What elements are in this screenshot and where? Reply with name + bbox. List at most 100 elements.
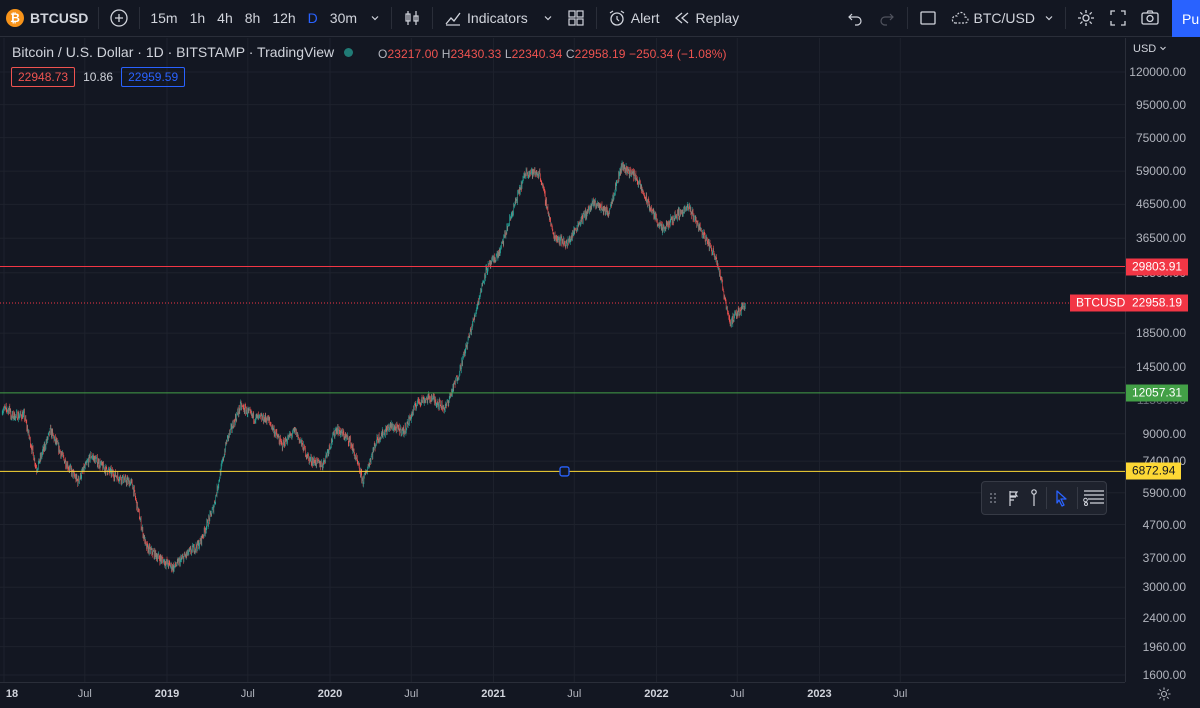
symbol-search-button[interactable]: ₿ BTCUSD xyxy=(0,0,94,37)
price-line-tag-red[interactable]: 29803.91 xyxy=(1126,258,1189,276)
price-axis-label: 75000.00 xyxy=(1135,130,1186,145)
change-value: −250.34 (−1.08%) xyxy=(628,47,727,61)
toolbar-separator xyxy=(391,7,393,29)
high-value: 23430.33 xyxy=(450,47,502,61)
price-axis-label: 120000.00 xyxy=(1129,65,1186,79)
currency-selector[interactable]: USD xyxy=(1133,43,1167,55)
indicators-button[interactable]: Indicators xyxy=(437,0,560,37)
price-axis-label: 1600.00 xyxy=(1142,668,1186,682)
horizontal-lines xyxy=(0,266,1125,477)
time-axis-label: 2023 xyxy=(807,688,832,700)
price-line-tag-green[interactable]: 12057.31 xyxy=(1126,384,1189,402)
settings-button[interactable] xyxy=(1070,0,1102,37)
drag-handle[interactable] xyxy=(982,484,1005,512)
toolbar-separator xyxy=(1065,7,1066,29)
time-axis-label: Jul xyxy=(567,688,582,700)
fullscreen-icon xyxy=(1110,10,1126,26)
last-price-tag: 22958.19 xyxy=(1126,294,1189,312)
interval-15m[interactable]: 15m xyxy=(150,10,178,26)
layout-name-label: BTC/USD xyxy=(973,10,1035,26)
interval-group: 15m 1h 4h 8h 12h D 30m xyxy=(144,0,387,37)
line-template-button[interactable] xyxy=(1005,484,1028,512)
time-axis-label: 18 xyxy=(5,688,19,700)
square-icon xyxy=(919,11,936,25)
price-chart[interactable] xyxy=(0,38,1125,682)
price-axis-label: 46500.00 xyxy=(1135,197,1186,212)
interval-30m[interactable]: 30m xyxy=(329,10,358,26)
toolbar-separator xyxy=(139,7,141,29)
drawing-toolbar-separator xyxy=(1077,487,1078,509)
buy-price-button[interactable]: 22959.59 xyxy=(121,67,186,87)
bid-ask-row: 22948.73 10.86 22959.59 xyxy=(11,67,186,87)
compare-symbol-button[interactable] xyxy=(103,0,135,37)
publish-button[interactable]: Pu xyxy=(1172,0,1200,37)
line-settings-button[interactable] xyxy=(1082,484,1106,512)
chevron-down-icon xyxy=(1045,16,1053,21)
chart-legend: Bitcoin / U.S. Dollar · 1D · BITSTAMP · … xyxy=(12,44,354,60)
candles-icon xyxy=(405,11,419,25)
spread-value: 10.86 xyxy=(83,70,114,84)
replay-button[interactable]: Replay xyxy=(666,0,746,37)
interval-8h[interactable]: 8h xyxy=(244,10,261,26)
redo-icon xyxy=(879,13,894,26)
indicators-label: Indicators xyxy=(467,10,528,26)
time-axis-label: Jul xyxy=(730,688,745,700)
interval-1h[interactable]: 1h xyxy=(189,10,206,26)
toolbar-separator xyxy=(906,7,908,29)
cursor-tool-button[interactable] xyxy=(1050,484,1073,512)
interval-12h[interactable]: 12h xyxy=(272,10,296,26)
price-axis-label: 1960.00 xyxy=(1142,639,1186,654)
time-axis-label: 2022 xyxy=(644,688,669,700)
currency-label: USD xyxy=(1133,43,1157,55)
chart-type-button[interactable] xyxy=(396,0,428,37)
line-anchor-handle xyxy=(559,466,570,477)
cloud-icon xyxy=(951,11,969,24)
interval-d[interactable]: D xyxy=(307,10,318,26)
open-value: 23217.00 xyxy=(387,47,439,61)
last-price-symbol-tag: BTCUSD xyxy=(1070,294,1132,312)
interval-4h[interactable]: 4h xyxy=(217,10,233,26)
price-axis-label: 5900.00 xyxy=(1142,485,1186,500)
toolbar-separator xyxy=(98,7,100,29)
price-line-tag-yellow[interactable]: 6872.94 xyxy=(1126,462,1182,480)
line-tool-button[interactable] xyxy=(1027,484,1042,512)
symbol-title: Bitcoin / U.S. Dollar · 1D · BITSTAMP · … xyxy=(12,44,335,60)
replay-label: Replay xyxy=(695,10,740,26)
line-settings-icon xyxy=(1083,490,1104,506)
grid-icon xyxy=(568,10,584,26)
chevron-down-icon[interactable] xyxy=(369,12,381,24)
bitcoin-logo-icon: ₿ xyxy=(6,9,24,27)
toolbar-separator xyxy=(595,7,597,29)
gear-icon[interactable] xyxy=(1156,686,1172,702)
drag-dots-icon xyxy=(990,493,997,503)
time-axis-label: Jul xyxy=(240,688,255,700)
layout-name-button[interactable]: BTC/USD xyxy=(944,0,1061,37)
chevron-down-icon xyxy=(544,16,552,21)
price-axis-label: 95000.00 xyxy=(1135,97,1186,112)
symbol-label: BTCUSD xyxy=(30,10,89,26)
fullscreen-button[interactable] xyxy=(1102,0,1134,37)
time-axis-label: 2019 xyxy=(154,688,180,700)
time-axis[interactable]: 18 Jul 2019 Jul 2020 Jul 2021 Jul 2022 Jul 2023 Jul xyxy=(0,682,1125,708)
price-axis-label: 14500.00 xyxy=(1135,360,1186,375)
low-key: L xyxy=(504,47,512,61)
price-axis-label: 4700.00 xyxy=(1142,517,1186,532)
rewind-icon xyxy=(674,12,688,24)
snapshot-button[interactable] xyxy=(1134,0,1166,37)
price-axis[interactable]: 120000.00 95000.00 75000.00 59000.00 46500.0… xyxy=(1125,38,1200,682)
undo-button[interactable] xyxy=(839,0,871,37)
select-layout-button[interactable] xyxy=(912,0,944,37)
redo-button[interactable] xyxy=(871,0,903,37)
time-axis-label: 2020 xyxy=(317,688,343,700)
close-value: 22958.19 xyxy=(574,47,626,61)
drawing-toolbar xyxy=(981,481,1107,515)
sell-price-button[interactable]: 22948.73 xyxy=(11,67,76,87)
time-axis-label: Jul xyxy=(77,688,92,700)
price-axis-label: 3700.00 xyxy=(1142,550,1186,565)
time-axis-label: 2021 xyxy=(481,688,506,700)
high-key: H xyxy=(441,47,451,61)
alert-button[interactable]: Alert xyxy=(601,0,666,37)
indicators-icon xyxy=(445,12,461,26)
top-toolbar: ₿ BTCUSD 15m 1h 4h 8h 12h D 30m Indicato… xyxy=(0,0,1200,37)
templates-button[interactable] xyxy=(560,0,592,37)
